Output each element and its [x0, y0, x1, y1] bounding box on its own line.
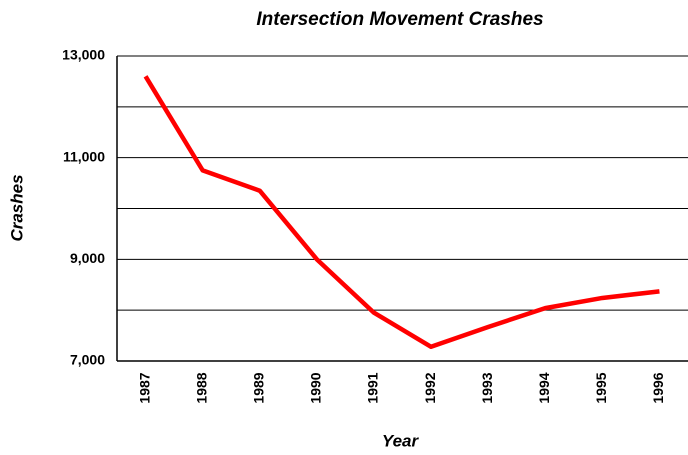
- x-tick-label: 1995: [593, 372, 609, 403]
- x-tick-label: 1994: [536, 372, 552, 403]
- x-tick-label: 1993: [479, 372, 495, 403]
- x-tick-label: 1989: [250, 372, 266, 403]
- chart-title: Intersection Movement Crashes: [256, 9, 543, 30]
- y-tick-label: 9,000: [70, 250, 105, 266]
- x-tick-label: 1987: [136, 372, 152, 403]
- x-axis-title: Year: [382, 431, 420, 450]
- y-tick-label: 13,000: [62, 47, 105, 63]
- x-tick-label: 1991: [365, 372, 381, 403]
- y-axis-title: Crashes: [7, 174, 26, 241]
- data-line: [143, 75, 660, 350]
- y-tick-label: 7,000: [70, 352, 105, 368]
- x-tick-label: 1990: [308, 372, 324, 403]
- y-tick-label: 11,000: [63, 148, 105, 164]
- x-tick-label: 1992: [422, 372, 438, 403]
- x-tick-label: 1996: [650, 372, 666, 403]
- x-tick-label: 1988: [193, 372, 209, 403]
